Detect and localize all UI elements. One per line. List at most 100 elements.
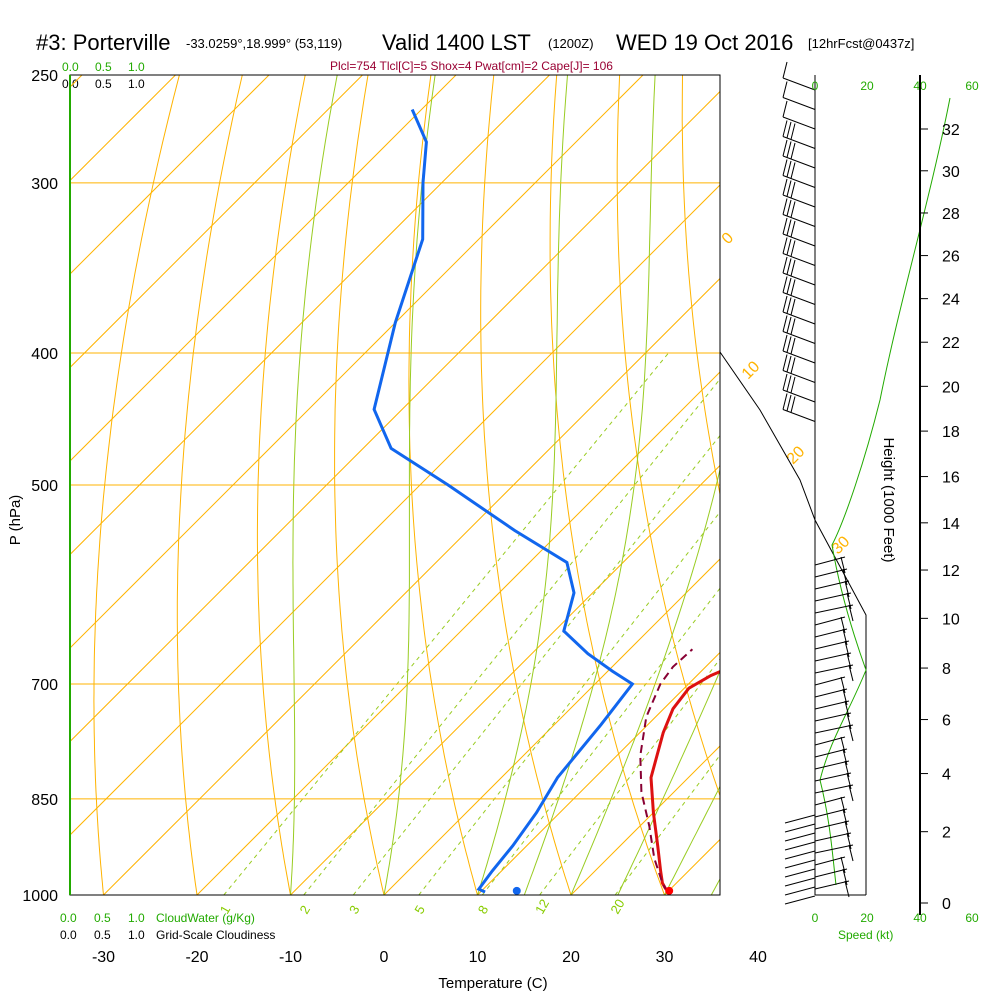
temp-tick-40: 40	[749, 949, 767, 966]
height-tick-12: 12	[942, 563, 960, 580]
moist-adiabat	[664, 785, 720, 895]
height-tick-30: 30	[942, 164, 960, 181]
sounding-curves	[372, 108, 720, 895]
title-forecast: [12hrFcst@0437z]	[808, 36, 914, 51]
pressure-axis-label: P (hPa)	[7, 495, 24, 546]
svg-text:0.0: 0.0	[62, 60, 79, 74]
dry-adiabat	[745, 51, 960, 924]
mixing-ratio-line	[418, 511, 720, 895]
svg-text:1.0: 1.0	[128, 911, 145, 925]
cloudwater-top-scale: 0.0 0.5 1.0	[62, 60, 145, 74]
moist-adiabat	[477, 75, 568, 895]
dry-adiabat	[334, 75, 385, 895]
mixing-ratio-line	[539, 658, 720, 895]
dry-adiabat	[681, 75, 720, 497]
dry-adiabat	[93, 75, 180, 895]
adiabat-label-10: 10	[739, 358, 764, 383]
svg-text:CloudWater (g/Kg): CloudWater (g/Kg)	[156, 911, 255, 925]
isotherm	[477, 651, 720, 895]
height-tick-0: 0	[942, 896, 951, 913]
parcel-curve	[639, 648, 694, 893]
temperature-curve	[649, 670, 720, 890]
dry-adiabat	[807, 51, 1000, 924]
adiabat-label-20: 20	[784, 443, 809, 468]
temp-tick-30: 30	[656, 949, 674, 966]
svg-text:1.0: 1.0	[128, 77, 145, 91]
moist-adiabat	[290, 75, 338, 895]
pressure-tick-1000: 1000	[22, 888, 58, 905]
temp-tick--30: -30	[92, 949, 115, 966]
isotherm	[70, 75, 457, 462]
pressure-axis: 250 300 400 500 700 850 1000	[22, 68, 58, 905]
dewpoint-curve	[372, 108, 635, 894]
speed-tick-top-20: 20	[860, 79, 874, 93]
mixing-ratio-label-5: 5	[411, 903, 428, 917]
temperature-axis: -30 -20 -10 0 10 20 30 40	[92, 949, 767, 966]
height-tick-28: 28	[942, 206, 960, 223]
pressure-tick-700: 700	[31, 677, 58, 694]
speed-tick-top-0: 0	[812, 79, 819, 93]
dry-adiabat	[994, 51, 1000, 924]
speed-ticks-bottom: 0 20 40 60	[812, 911, 979, 925]
height-tick-16: 16	[942, 470, 960, 487]
height-tick-24: 24	[942, 292, 960, 309]
pressure-tick-250: 250	[31, 68, 58, 85]
speed-tick-bottom-40: 40	[913, 911, 927, 925]
pressure-tick-300: 300	[31, 176, 58, 193]
temp-tick-20: 20	[562, 949, 580, 966]
adiabat-label-0: 0	[719, 229, 737, 247]
height-tick-20: 20	[942, 379, 960, 396]
svg-text:0.5: 0.5	[94, 928, 111, 942]
height-axis-label: Height (1000 Feet)	[880, 437, 897, 562]
mixing-ratio-line	[481, 587, 720, 895]
temp-tick--20: -20	[185, 949, 208, 966]
title-station: #3: Porterville	[36, 30, 171, 55]
height-tick-22: 22	[942, 335, 960, 352]
wind-profile-outline	[719, 351, 867, 895]
dry-adiabat	[480, 75, 572, 895]
svg-text:0.5: 0.5	[94, 911, 111, 925]
height-tick-26: 26	[942, 249, 960, 266]
speed-tick-bottom-20: 20	[860, 911, 874, 925]
height-tick-6: 6	[942, 713, 951, 730]
dry-adiabat	[549, 75, 666, 895]
temp-tick-0: 0	[380, 949, 389, 966]
title-valid-z: (1200Z)	[548, 36, 594, 51]
height-tick-18: 18	[942, 424, 960, 441]
isotherm	[70, 75, 363, 369]
temp-tick--10: -10	[279, 949, 302, 966]
wind-barbs	[782, 61, 854, 905]
mixing-ratio-label-3: 3	[346, 903, 363, 917]
mixing-ratio-label-20: 20	[607, 896, 627, 916]
isotherm	[758, 75, 1000, 895]
svg-text:Grid-Scale Cloudiness: Grid-Scale Cloudiness	[156, 928, 275, 942]
pressure-tick-850: 850	[31, 792, 58, 809]
height-tick-4: 4	[942, 767, 951, 784]
svg-text:0.0: 0.0	[60, 911, 77, 925]
height-tick-10: 10	[942, 611, 960, 628]
mixing-ratio-label-12: 12	[532, 896, 552, 916]
mixing-ratio-line	[352, 434, 720, 895]
height-tick-14: 14	[942, 516, 960, 533]
moist-adiabat	[570, 467, 720, 895]
title-coords: -33.0259°,18.999° (53,119)	[186, 36, 342, 51]
mixing-ratio-line	[614, 754, 720, 895]
svg-text:0.0: 0.0	[60, 928, 77, 942]
mixing-ratio-label-8: 8	[475, 903, 492, 917]
svg-text:1.0: 1.0	[128, 60, 145, 74]
svg-text:0.5: 0.5	[95, 77, 112, 91]
dry-adiabat	[408, 75, 479, 895]
speed-tick-bottom-60: 60	[965, 911, 979, 925]
cloudiness-bottom-scale: 0.0 0.5 1.0 Grid-Scale Cloudiness	[60, 928, 275, 942]
moist-adiabat	[383, 75, 436, 895]
svg-text:1.0: 1.0	[128, 928, 145, 942]
dry-adiabat	[616, 75, 720, 798]
dry-adiabat	[176, 75, 243, 895]
isotherm	[852, 75, 1000, 895]
pressure-tick-500: 500	[31, 478, 58, 495]
height-tick-32: 32	[942, 122, 960, 139]
